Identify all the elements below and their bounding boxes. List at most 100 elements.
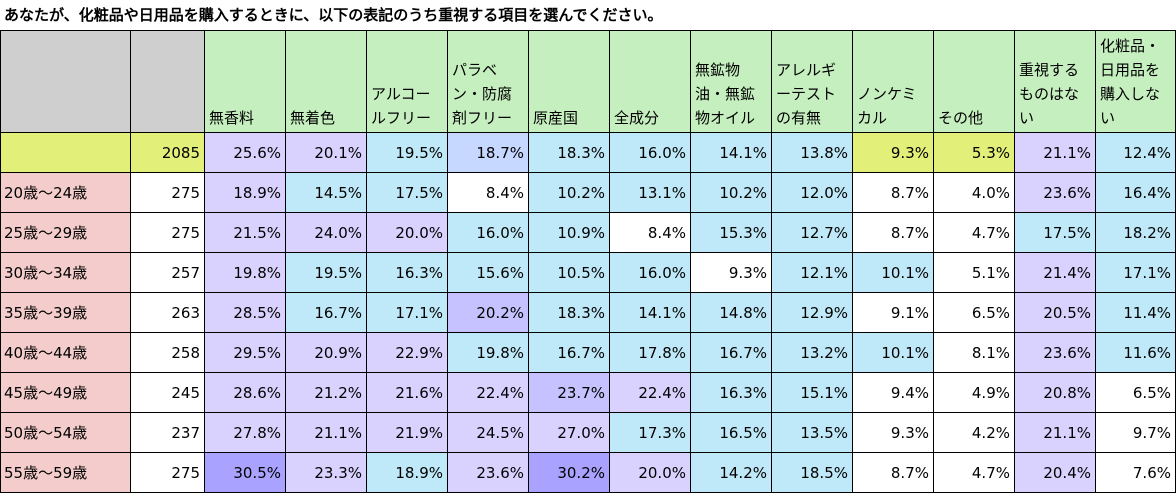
value-cell: 24.5%	[447, 412, 529, 453]
sample-size-cell: 245	[130, 372, 205, 413]
sample-size-cell: 237	[130, 412, 205, 453]
value-cell: 23.6%	[447, 452, 529, 493]
table-row: 20歳～24歳 275 18.9% 14.5% 17.5% 8.4% 10.2% 13.1% 1…	[0, 172, 1176, 213]
table-row: 50歳～54歳 237 27.8% 21.1% 21.9% 24.5% 27.0% 17.3%…	[0, 412, 1176, 453]
table-row: 35歳～39歳 263 28.5% 16.7% 17.1% 20.2% 18.3% 14.1%…	[0, 292, 1176, 333]
value-cell: 27.8%	[204, 412, 286, 453]
value-cell: 30.2%	[528, 452, 610, 493]
value-cell: 16.3%	[366, 252, 448, 293]
sample-size-cell: 257	[130, 252, 205, 293]
value-cell: 5.3%	[933, 132, 1015, 173]
value-cell: 9.4%	[852, 372, 934, 413]
column-header: その他	[933, 30, 1015, 133]
value-cell: 4.9%	[933, 372, 1015, 413]
value-cell: 15.1%	[771, 372, 853, 413]
page-title: あなたが、化粧品や日用品を購入するときに、以下の表記のうち重視する項目を選んでく…	[4, 6, 663, 24]
value-cell: 10.1%	[852, 252, 934, 293]
value-cell: 22.9%	[366, 332, 448, 373]
sample-size-cell: 258	[130, 332, 205, 373]
value-cell: 16.5%	[690, 412, 772, 453]
header-corner-n	[130, 30, 205, 133]
value-cell: 10.9%	[528, 212, 610, 253]
value-cell: 18.3%	[528, 132, 610, 173]
table-row: 25歳～29歳 275 21.5% 24.0% 20.0% 16.0% 10.9% 8.4% 1…	[0, 212, 1176, 253]
value-cell: 5.1%	[933, 252, 1015, 293]
value-cell: 17.1%	[1095, 252, 1176, 293]
row-label: 30歳～34歳	[0, 252, 131, 293]
value-cell: 18.2%	[1095, 212, 1176, 253]
column-header: 無鉱物油・無鉱物オイル	[690, 30, 772, 133]
value-cell: 18.7%	[447, 132, 529, 173]
value-cell: 16.0%	[447, 212, 529, 253]
value-cell: 14.8%	[690, 292, 772, 333]
row-label: 50歳～54歳	[0, 412, 131, 453]
value-cell: 20.2%	[447, 292, 529, 333]
row-label	[0, 132, 131, 173]
value-cell: 12.7%	[771, 212, 853, 253]
value-cell: 20.5%	[1014, 292, 1096, 333]
value-cell: 30.5%	[204, 452, 286, 493]
column-header: アレルギーテストの有無	[771, 30, 853, 133]
value-cell: 18.3%	[528, 292, 610, 333]
row-label: 40歳～44歳	[0, 332, 131, 373]
sample-size-cell: 275	[130, 452, 205, 493]
value-cell: 17.3%	[609, 412, 691, 453]
header-corner-label	[0, 30, 131, 133]
value-cell: 27.0%	[528, 412, 610, 453]
sample-size-cell: 275	[130, 172, 205, 213]
table-row: 30歳～34歳 257 19.8% 19.5% 16.3% 15.6% 10.5% 16.0%…	[0, 252, 1176, 293]
value-cell: 25.6%	[204, 132, 286, 173]
value-cell: 16.0%	[609, 252, 691, 293]
value-cell: 20.4%	[1014, 452, 1096, 493]
value-cell: 9.3%	[690, 252, 772, 293]
sample-size-cell: 275	[130, 212, 205, 253]
value-cell: 9.7%	[1095, 412, 1176, 453]
row-label: 45歳～49歳	[0, 372, 131, 413]
value-cell: 13.8%	[771, 132, 853, 173]
value-cell: 21.2%	[285, 372, 367, 413]
value-cell: 14.5%	[285, 172, 367, 213]
table-row: 55歳～59歳 275 30.5% 23.3% 18.9% 23.6% 30.2% 20.0%…	[0, 452, 1176, 493]
value-cell: 10.2%	[690, 172, 772, 213]
value-cell: 10.2%	[528, 172, 610, 213]
value-cell: 15.3%	[690, 212, 772, 253]
value-cell: 4.0%	[933, 172, 1015, 213]
value-cell: 9.1%	[852, 292, 934, 333]
value-cell: 23.3%	[285, 452, 367, 493]
value-cell: 10.1%	[852, 332, 934, 373]
value-cell: 22.4%	[447, 372, 529, 413]
value-cell: 15.6%	[447, 252, 529, 293]
value-cell: 20.9%	[285, 332, 367, 373]
value-cell: 18.9%	[366, 452, 448, 493]
value-cell: 20.8%	[1014, 372, 1096, 413]
column-header: 無着色	[285, 30, 367, 133]
value-cell: 7.6%	[1095, 452, 1176, 493]
value-cell: 23.7%	[528, 372, 610, 413]
value-cell: 14.1%	[690, 132, 772, 173]
sample-size-cell: 263	[130, 292, 205, 333]
value-cell: 19.8%	[447, 332, 529, 373]
value-cell: 8.1%	[933, 332, 1015, 373]
value-cell: 20.1%	[285, 132, 367, 173]
value-cell: 8.7%	[852, 452, 934, 493]
table-row: 45歳～49歳 245 28.6% 21.2% 21.6% 22.4% 23.7% 22.4%…	[0, 372, 1176, 413]
value-cell: 29.5%	[204, 332, 286, 373]
value-cell: 21.4%	[1014, 252, 1096, 293]
value-cell: 14.2%	[690, 452, 772, 493]
value-cell: 11.4%	[1095, 292, 1176, 333]
value-cell: 19.5%	[285, 252, 367, 293]
value-cell: 16.7%	[285, 292, 367, 333]
value-cell: 12.9%	[771, 292, 853, 333]
value-cell: 8.7%	[852, 172, 934, 213]
value-cell: 21.1%	[1014, 412, 1096, 453]
value-cell: 14.1%	[609, 292, 691, 333]
value-cell: 28.6%	[204, 372, 286, 413]
value-cell: 4.2%	[933, 412, 1015, 453]
value-cell: 16.4%	[1095, 172, 1176, 213]
value-cell: 28.5%	[204, 292, 286, 333]
value-cell: 24.0%	[285, 212, 367, 253]
value-cell: 12.1%	[771, 252, 853, 293]
row-label: 25歳～29歳	[0, 212, 131, 253]
value-cell: 17.8%	[609, 332, 691, 373]
value-cell: 21.1%	[285, 412, 367, 453]
